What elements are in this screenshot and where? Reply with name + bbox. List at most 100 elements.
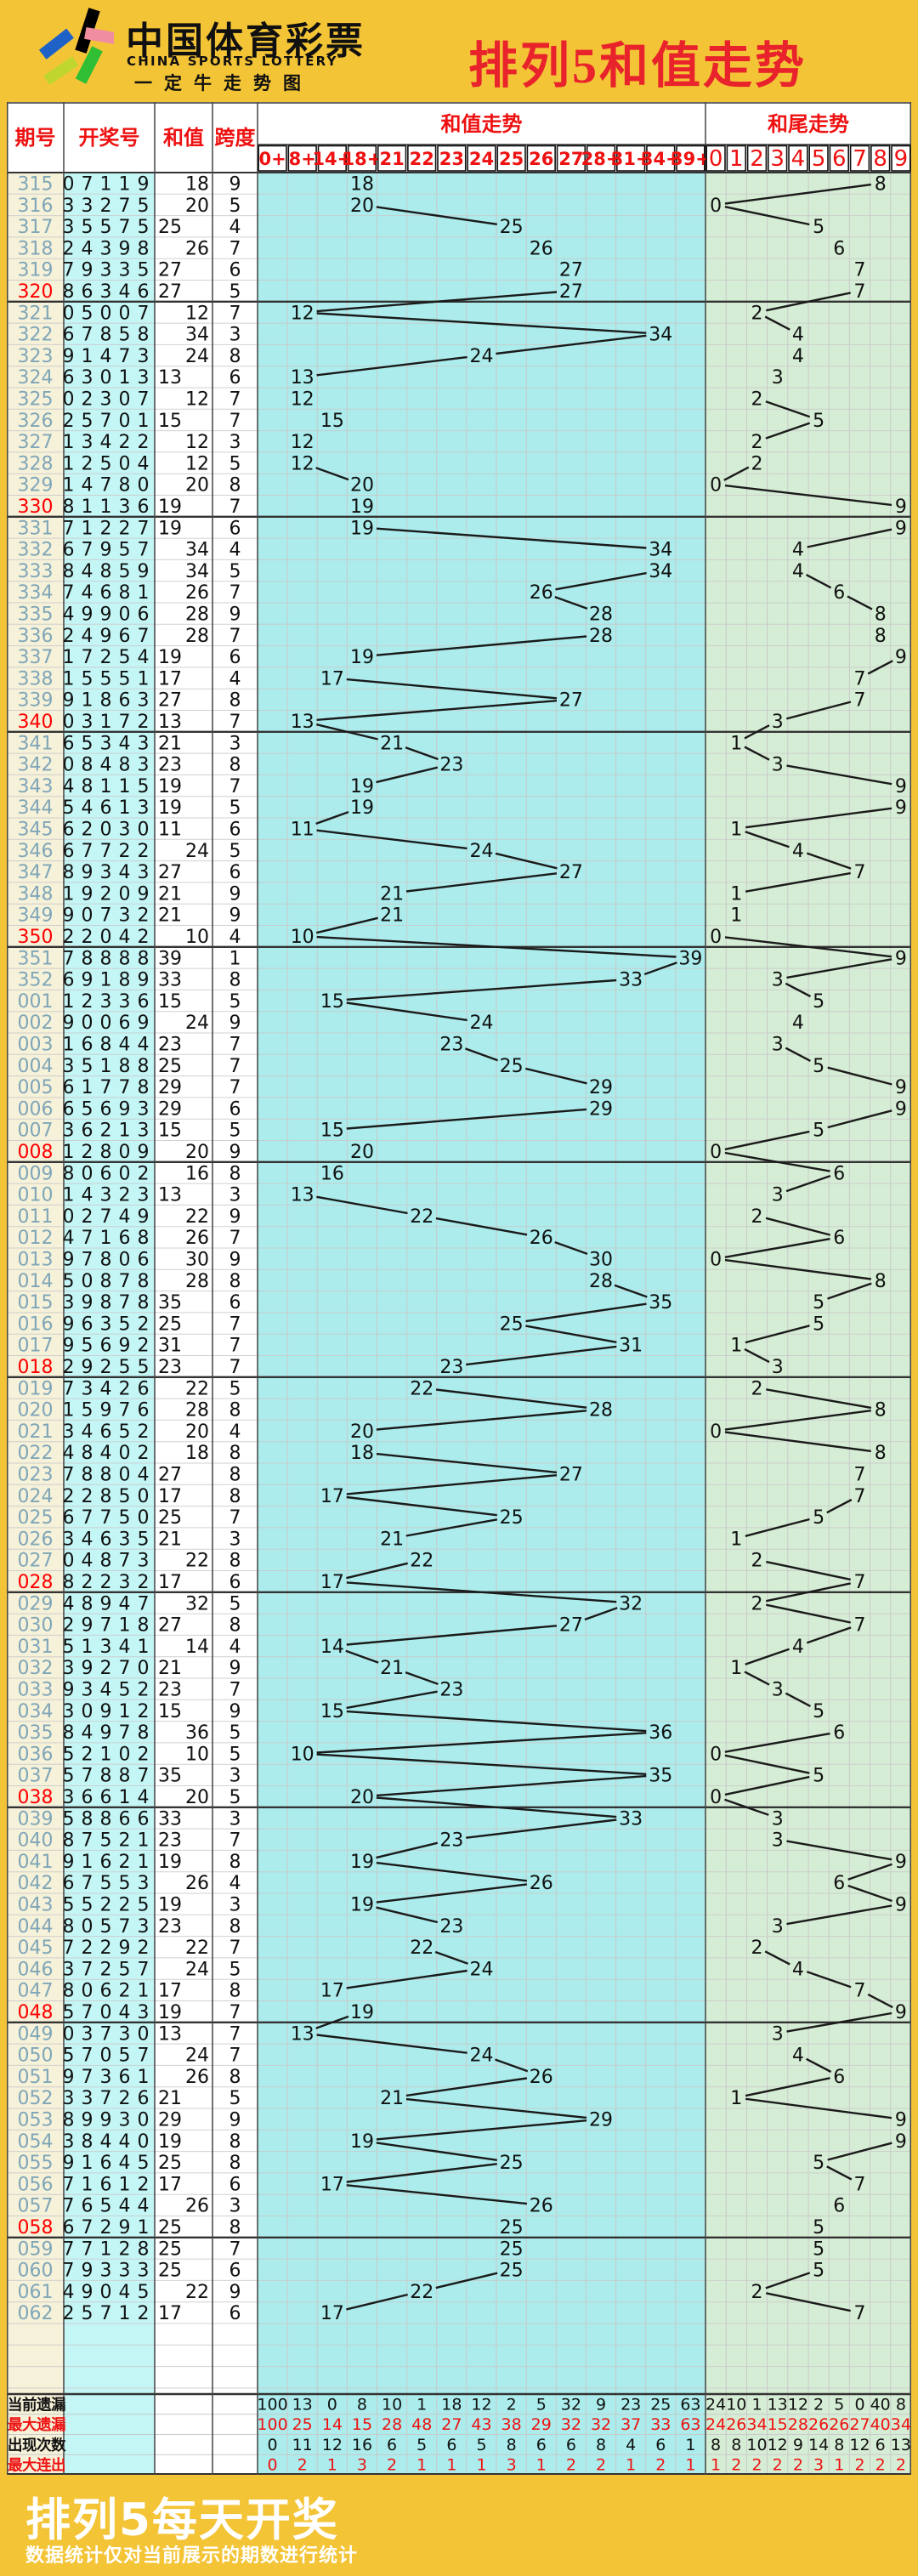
- stats-tail-value: 0: [854, 2396, 864, 2414]
- sum-bucket-label: 39+: [671, 149, 711, 169]
- table-row: 335 49906 28 9 28 8: [18, 604, 887, 625]
- sum-trend-value: 20: [350, 196, 374, 217]
- stats-tail-value: 2: [773, 2456, 783, 2475]
- draw-number-cell: 38440: [63, 2131, 156, 2153]
- span-cell: 3: [230, 325, 241, 346]
- period-cell: 049: [18, 2023, 54, 2045]
- trend-lines: [315, 183, 893, 2312]
- period-cell: 043: [18, 1895, 54, 1916]
- period-cell: 323: [18, 346, 54, 367]
- draw-number-cell: 02307: [63, 389, 156, 410]
- period-cell: 320: [18, 281, 54, 303]
- tail-trend-value: 1: [730, 1336, 742, 1357]
- period-cell: 335: [18, 604, 54, 625]
- stats-sum-value: 23: [620, 2396, 641, 2414]
- stats-row: 最大遗漏 100 25 14 15 28 48 27 43 38 29 32 32 37 33 63 24 26 3…: [8, 2415, 911, 2434]
- sum-cell: 12: [185, 389, 209, 410]
- sum-trend-value: 28: [589, 1400, 613, 1421]
- draw-number-cell: 67858: [63, 325, 156, 346]
- stats-sum-value: 11: [292, 2436, 313, 2454]
- period-cell: 038: [18, 1787, 54, 1808]
- draw-number-cell: 97361: [63, 2067, 156, 2088]
- table-row: 331 71227 19 6 19 9: [18, 518, 907, 539]
- table-row: 026 34635 21 3 21 1: [18, 1529, 743, 1550]
- draw-number-cell: 90069: [63, 1013, 156, 1034]
- tail-trend-value: 5: [813, 411, 824, 432]
- span-cell: 8: [230, 1852, 241, 1873]
- table-row: 010 14323 13 3 13 3: [18, 1185, 784, 1206]
- stats-tail-value: 2: [813, 2396, 824, 2414]
- draw-number-cell: 62030: [63, 819, 156, 840]
- span-cell: 5: [230, 561, 241, 582]
- draw-number-cell: 22850: [63, 1486, 156, 1507]
- stats-sum-value: 1: [536, 2456, 547, 2475]
- span-cell: 5: [230, 453, 241, 474]
- tail-trend-value: 2: [751, 1551, 763, 1572]
- stats-sum-value: 100: [257, 2415, 287, 2434]
- span-cell: 8: [230, 1551, 241, 1572]
- sum-cell: 20: [185, 1787, 209, 1808]
- sum-cell: 21: [158, 733, 182, 754]
- sum-cell: 17: [158, 1572, 182, 1593]
- span-cell: 8: [230, 2217, 241, 2238]
- stats-sum-value: 6: [536, 2436, 547, 2454]
- table-row: 340 03172 13 7 13 3: [18, 712, 784, 733]
- table-row: 329 14780 20 8 20 0: [18, 475, 722, 496]
- sum-cell: 21: [158, 1658, 182, 1679]
- sum-bucket-label: 18+: [343, 149, 382, 169]
- sum-cell: 15: [158, 1701, 182, 1722]
- draw-number-cell: 29255: [63, 1357, 156, 1378]
- tail-trend-value: 7: [854, 862, 866, 883]
- tail-trend-value: 3: [772, 1830, 784, 1852]
- tail-trend-value: 0: [710, 475, 722, 496]
- draw-number-cell: 67957: [63, 540, 156, 561]
- draw-number-cell: 08483: [63, 755, 156, 776]
- span-cell: 9: [230, 1013, 241, 1034]
- draw-number-cell: 48947: [63, 1593, 156, 1614]
- tail-trend-value: 0: [710, 1421, 722, 1443]
- period-cell: 008: [18, 1142, 54, 1163]
- sum-cell: 21: [158, 905, 182, 927]
- span-cell: 6: [230, 647, 241, 668]
- span-cell: 6: [230, 819, 241, 840]
- grid-lines: [7, 173, 911, 2475]
- span-cell: 9: [230, 1701, 241, 1722]
- period-cell: 048: [18, 2002, 54, 2023]
- span-cell: 3: [230, 1766, 241, 1787]
- tail-trend-value: 8: [875, 1400, 887, 1421]
- stats-sum-value: 5: [476, 2436, 486, 2454]
- stats-sum-value: 16: [352, 2436, 372, 2454]
- tail-trend-value: 2: [751, 1938, 763, 1959]
- draw-number-cell: 33726: [63, 2088, 156, 2109]
- sum-cell: 19: [158, 496, 182, 518]
- sum-trend-value: 18: [350, 174, 374, 196]
- sum-bucket-label: 26: [529, 149, 553, 169]
- span-cell: 3: [230, 1529, 241, 1550]
- draw-number-cell: 71612: [63, 2174, 156, 2195]
- tail-trend-value: 6: [833, 1163, 845, 1184]
- draw-number-cell: 33275: [63, 196, 156, 217]
- table-row: 031 51341 14 4 14 4: [18, 1637, 804, 1658]
- draw-number-cell: 57887: [63, 1766, 156, 1787]
- table-row: 027 04873 22 8 22 2: [18, 1551, 763, 1572]
- span-cell: 6: [230, 862, 241, 883]
- period-cell: 023: [18, 1465, 54, 1486]
- stats-sum-value: 25: [292, 2415, 313, 2434]
- sum-cell: 19: [158, 797, 182, 819]
- sum-bucket-label: 34+: [641, 149, 681, 169]
- period-cell: 007: [18, 1121, 54, 1142]
- span-cell: 4: [230, 540, 241, 561]
- sum-trend-value: 23: [439, 1680, 463, 1701]
- stats-label: 当前遗漏: [8, 2397, 65, 2414]
- draw-number-cell: 82232: [63, 1572, 156, 1593]
- period-cell: 019: [18, 1378, 54, 1399]
- period-cell: 030: [18, 1615, 54, 1637]
- stats-sum-value: 38: [502, 2415, 522, 2434]
- table-row: 352 69189 33 8 33 3: [18, 970, 784, 991]
- tail-trend-value: 4: [792, 1013, 804, 1034]
- span-cell: 5: [230, 196, 241, 217]
- sum-cell: 28: [185, 1271, 209, 1292]
- span-cell: 7: [230, 1357, 241, 1378]
- sum-cell: 19: [158, 776, 182, 797]
- sum-trend-value: 24: [470, 1013, 494, 1034]
